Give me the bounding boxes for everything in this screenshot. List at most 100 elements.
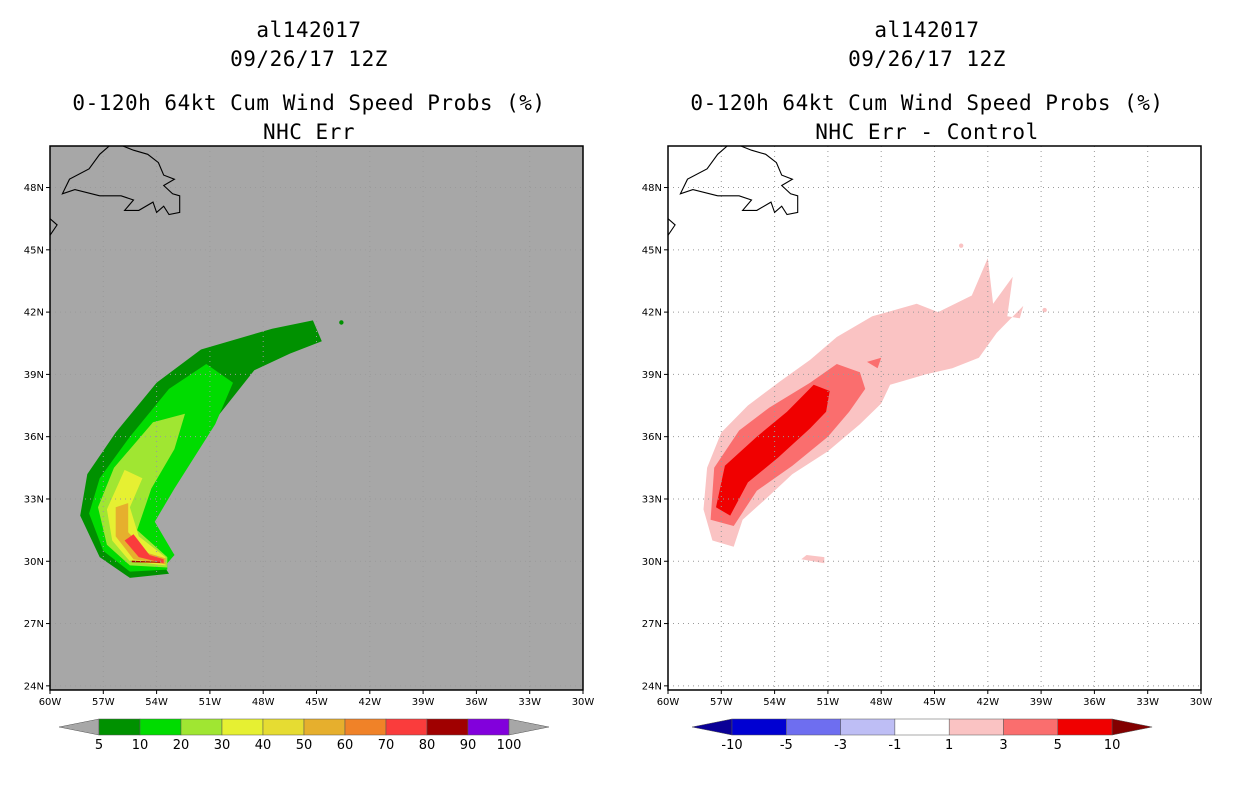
colorbar-label: -10 [721, 738, 742, 753]
right-panel: al142017 09/26/17 12Z 0-120h 64kt Cum Wi… [618, 0, 1236, 800]
x-tick-label: 45W [305, 697, 328, 708]
y-tick-label: 39N [24, 370, 44, 381]
colorbar-segment [262, 718, 305, 736]
y-tick-label: 24N [24, 681, 44, 692]
y-tick-label: 33N [642, 494, 662, 505]
isolated-cell [957, 332, 962, 338]
contour-layer [668, 146, 1201, 690]
storm-id: al142017 [256, 18, 362, 42]
x-tick-label: 57W [710, 697, 733, 708]
contour-patch [867, 357, 882, 369]
y-tick-label: 27N [642, 619, 662, 630]
storm-id: al142017 [874, 18, 980, 42]
colorbar-label: 80 [419, 738, 436, 753]
x-tick-label: 54W [145, 697, 168, 708]
colorbar-over-triangle [1111, 718, 1153, 736]
colorbar-label: 3 [999, 738, 1007, 753]
colorbar-under-triangle [58, 718, 100, 736]
chart-subtitle: NHC Err - Control [815, 120, 1039, 144]
colorbar-segment [98, 718, 141, 736]
x-tick-label: 39W [1030, 697, 1053, 708]
chart-title: 0-120h 64kt Cum Wind Speed Probs (%) [72, 91, 546, 115]
colorbar-segment [1003, 718, 1059, 736]
colorbar-segment [385, 718, 428, 736]
colorbar-segment [303, 718, 346, 736]
colorbar-segment [948, 718, 1004, 736]
x-tick-label: 51W [817, 697, 840, 708]
y-tick-label: 45N [642, 245, 662, 256]
x-tick-label: 36W [1083, 697, 1106, 708]
colorbar-segment [840, 718, 896, 736]
y-tick-label: 36N [642, 432, 662, 443]
contour-layer [50, 146, 583, 690]
colorbar-label: 40 [255, 738, 272, 753]
y-tick-label: 30N [24, 557, 44, 568]
colorbar-label: 20 [173, 738, 190, 753]
datetime: 09/26/17 12Z [848, 47, 1006, 71]
colorbar-label: 100 [497, 738, 522, 753]
colorbar-label: 10 [1104, 738, 1121, 753]
x-tick-label: 42W [358, 697, 381, 708]
y-tick-label: 48N [24, 183, 44, 194]
x-tick-label: 30W [1190, 697, 1213, 708]
colorbar-label: 5 [1054, 738, 1062, 753]
contour-level-5 [716, 384, 830, 516]
left-panel: al142017 09/26/17 12Z 0-120h 64kt Cum Wi… [24, 18, 595, 753]
colorbar-segment [426, 718, 469, 736]
probability-map: 60W 57W 54W 51W 48W 45W 42W 39W 36W 33W 30W 24N 27N 3… [24, 145, 595, 753]
x-tick-label: 33W [518, 697, 541, 708]
coastline-newfoundland [61, 146, 181, 216]
y-tick-label: 45N [24, 245, 44, 256]
colorbar-segment [467, 718, 510, 736]
y-tick-label: 33N [24, 494, 44, 505]
colorbar-segment [139, 718, 182, 736]
colorbar-label: 10 [132, 738, 149, 753]
x-tick-label: 60W [39, 697, 62, 708]
x-tick-label: 36W [465, 697, 488, 708]
y-tick-label: 27N [24, 619, 44, 630]
x-tick-label: 51W [199, 697, 222, 708]
x-tick-label: 57W [92, 697, 115, 708]
x-tick-label: 60W [657, 697, 680, 708]
colorbar-segment [1057, 718, 1113, 736]
x-tick-label: 30W [572, 697, 595, 708]
contour-level-50 [115, 503, 166, 565]
y-tick-label: 30N [642, 557, 662, 568]
x-tick-label: 54W [763, 697, 786, 708]
coastline-nova-scotia [668, 218, 676, 236]
colorbar-segment [894, 718, 950, 736]
y-tick-label: 39N [642, 370, 662, 381]
colorbar-over-triangle [508, 718, 550, 736]
y-tick-label: 48N [642, 183, 662, 194]
coastline-newfoundland [679, 146, 799, 216]
contour-level-70 [124, 534, 164, 564]
y-tick-label: 42N [642, 308, 662, 319]
colorbar-segment [180, 718, 223, 736]
x-tick-label: 48W [252, 697, 275, 708]
coastline-nova-scotia [50, 218, 58, 236]
colorbar-segment [731, 718, 787, 736]
isolated-cell [1042, 307, 1047, 313]
colorbar-label: 70 [378, 738, 395, 753]
colorbar-segment [344, 718, 387, 736]
colorbar-label: 50 [296, 738, 313, 753]
colorbar-label: -1 [888, 738, 901, 753]
colorbar-label: 1 [945, 738, 953, 753]
colorbar-label: 60 [337, 738, 354, 753]
x-tick-label: 42W [976, 697, 999, 708]
y-tick-label: 42N [24, 308, 44, 319]
chart-title: 0-120h 64kt Cum Wind Speed Probs (%) [690, 91, 1164, 115]
colorbar-segment [221, 718, 264, 736]
colorbar-label: -5 [780, 738, 793, 753]
x-tick-label: 39W [412, 697, 435, 708]
x-tick-label: 45W [923, 697, 946, 708]
colorbar-label: -3 [834, 738, 847, 753]
colorbar-label: 90 [460, 738, 477, 753]
chart-subtitle: NHC Err [262, 120, 355, 144]
isolated-cell [958, 243, 964, 248]
y-tick-label: 36N [24, 432, 44, 443]
colorbar-segment [786, 718, 841, 736]
x-tick-label: 48W [870, 697, 893, 708]
datetime: 09/26/17 12Z [230, 47, 388, 71]
isolated-cell [339, 320, 344, 325]
